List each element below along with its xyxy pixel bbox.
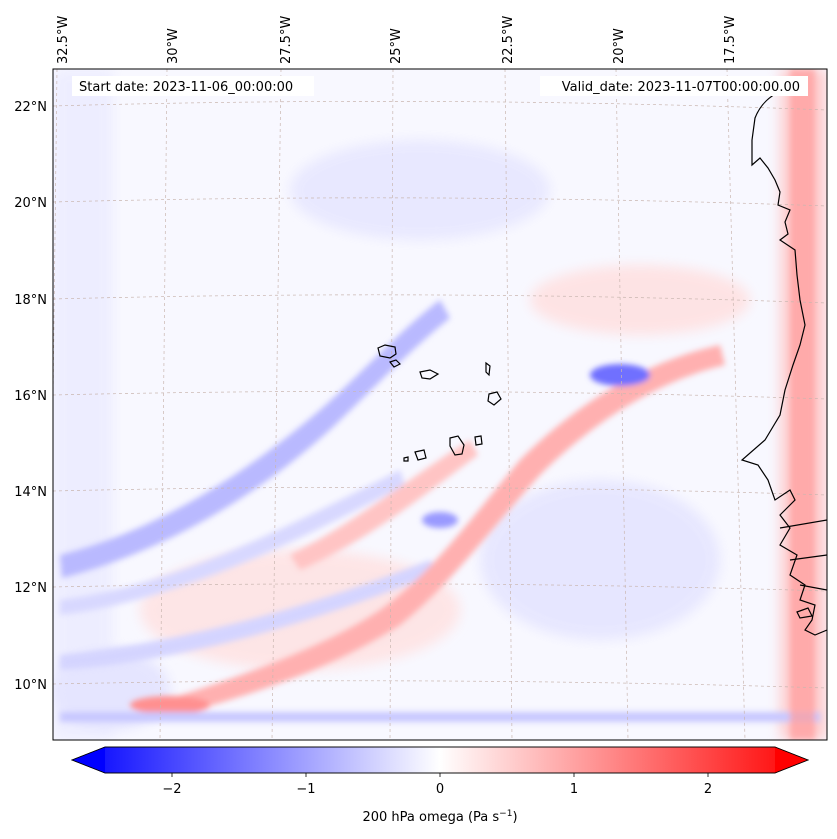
lat-label: 10°N [14, 678, 47, 693]
field-west-band [53, 69, 113, 740]
west-africa-coastline [740, 89, 827, 636]
lon-label: 20°W [612, 28, 627, 64]
colorbar-tick-label: 1 [570, 782, 578, 797]
lat-label: 12°N [14, 581, 47, 596]
longitude-labels: 32.5°W 30°W 27.5°W 25°W 22.5°W 20°W 17.5… [56, 16, 738, 64]
island-santiago [449, 435, 465, 456]
valid-date-box [540, 76, 808, 96]
field-blue-diagonal-band-3 [60, 560, 440, 670]
colorbar-label-superscript: −1 [499, 809, 512, 819]
field-blue-core-2 [422, 512, 458, 528]
valid-date-label: Valid_date: 2023-11-07T00:00:00.00 [562, 80, 800, 95]
meridian-line [504, 69, 513, 740]
gambia-river-coast [779, 519, 827, 591]
parallel-line [53, 197, 827, 207]
island-sao-vicente [388, 359, 402, 368]
colorbar-tick-label: 0 [436, 782, 444, 797]
parallel-line [53, 680, 827, 689]
lon-label: 32.5°W [56, 16, 71, 64]
lat-label: 22°N [14, 100, 47, 115]
parallel-line [53, 390, 827, 400]
island-fogo [414, 449, 427, 461]
field-red-core [130, 696, 210, 714]
island-brava [403, 456, 409, 462]
start-date-label: Start date: 2023-11-06_00:00:00 [79, 80, 293, 95]
field-blue-diagonal-band-2 [60, 470, 405, 615]
colorbar-bar [70, 746, 810, 774]
lon-label: 27.5°W [279, 16, 294, 64]
colorbar-min-extension [72, 747, 105, 773]
parallel-line [53, 583, 827, 592]
start-date-box [72, 76, 314, 96]
field-blue-core [590, 364, 650, 386]
map-frame [52, 68, 828, 741]
coastlines [377, 89, 827, 636]
meridian-line [726, 69, 746, 740]
field-blue-patch-south [480, 480, 720, 640]
colorbar-tick-label: 2 [704, 782, 712, 797]
field-pink-patch-north [530, 265, 750, 335]
colorbar-tick-label: −1 [296, 782, 315, 797]
colorbar: −2 −1 0 1 2 200 hPa omega (Pa s−1) [70, 746, 810, 825]
graticule [53, 69, 827, 740]
colorbar-label-end: ) [512, 810, 517, 825]
colorbar-outline [70, 746, 810, 774]
island-boa-vista [487, 391, 502, 406]
lat-label: 16°N [14, 389, 47, 404]
colorbar-max-extension [775, 747, 808, 773]
parallel-line [53, 486, 827, 496]
island-sao-nicolau [419, 369, 440, 380]
island-santo-antao [377, 344, 397, 359]
lon-label: 17.5°W [723, 16, 738, 64]
colorbar-tick-label: −2 [162, 782, 181, 797]
field-red-east-strip [790, 69, 815, 740]
omega-field [53, 69, 827, 740]
lon-label: 25°W [389, 28, 404, 64]
field-blue-south-strip [60, 712, 820, 722]
meridian-line [159, 69, 168, 740]
lon-label: 22.5°W [501, 16, 516, 64]
parallel-line [53, 294, 827, 304]
colorbar-label: 200 hPa omega (Pa s−1) [362, 809, 517, 825]
lat-label: 14°N [14, 485, 47, 500]
lon-label: 30°W [166, 28, 181, 64]
meridian-line [271, 69, 282, 740]
colorbar-tick-labels: −2 −1 0 1 2 [162, 782, 712, 797]
field-red-band-central [290, 440, 478, 570]
field-blue-diagonal-band [60, 300, 450, 578]
island-maio [474, 435, 483, 446]
field-red-diagonal-band [150, 345, 725, 720]
colorbar-label-text: 200 hPa omega (Pa s [362, 810, 499, 825]
parallel-line [53, 100, 827, 111]
island-sal [485, 361, 491, 377]
meridian-line [389, 69, 394, 740]
island-bijagos [796, 607, 813, 619]
colorbar-ticks [171, 773, 709, 777]
latitude-labels: 22°N 20°N 18°N 16°N 14°N 12°N 10°N [14, 100, 47, 693]
lat-label: 20°N [14, 196, 47, 211]
field-blue-patch-north [290, 140, 550, 240]
lat-label: 18°N [14, 293, 47, 308]
meridian-line [615, 69, 629, 740]
